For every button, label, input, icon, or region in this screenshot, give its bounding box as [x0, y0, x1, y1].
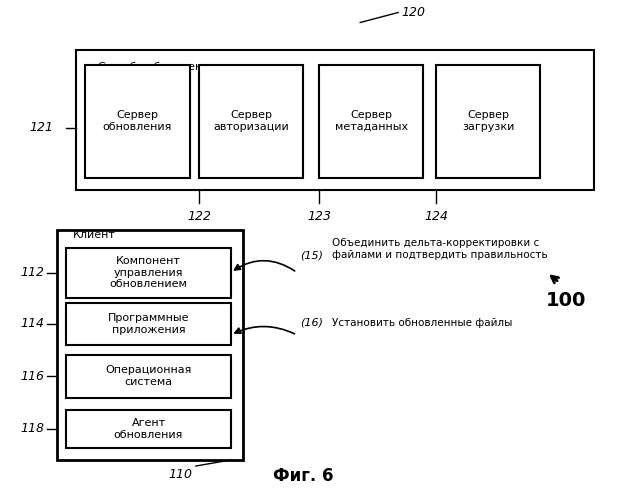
Text: 116: 116: [20, 370, 44, 382]
Text: Объединить дельта-корректировки с
файлами и подтвердить правильность: Объединить дельта-корректировки с файлам…: [332, 238, 547, 260]
Bar: [66, 248, 231, 298]
Text: Служба обновления: Служба обновления: [98, 62, 216, 72]
Text: (16): (16): [300, 318, 323, 328]
Text: Программные
приложения: Программные приложения: [108, 313, 189, 334]
Bar: [66, 410, 231, 448]
Bar: [66, 302, 231, 345]
Bar: [76, 50, 594, 190]
Bar: [436, 65, 540, 178]
Text: 123: 123: [307, 210, 331, 223]
Text: 112: 112: [20, 266, 44, 279]
Text: Сервер
загрузки: Сервер загрузки: [462, 110, 514, 132]
Bar: [57, 230, 243, 460]
Text: 100: 100: [545, 290, 586, 310]
Bar: [319, 65, 423, 178]
Text: Компонент
управления
обновлением: Компонент управления обновлением: [109, 256, 188, 289]
Bar: [199, 65, 303, 178]
Text: Агент
обновления: Агент обновления: [114, 418, 183, 440]
Text: 124: 124: [424, 210, 448, 223]
Text: 114: 114: [20, 317, 44, 330]
Text: 110: 110: [168, 468, 192, 480]
Text: Клиент: Клиент: [73, 230, 116, 240]
Text: (15): (15): [300, 250, 323, 260]
Text: 120: 120: [401, 6, 425, 19]
Text: 122: 122: [187, 210, 211, 223]
Text: 118: 118: [20, 422, 44, 435]
Text: Установить обновленные файлы: Установить обновленные файлы: [332, 318, 512, 328]
Bar: [85, 65, 190, 178]
Bar: [66, 355, 231, 398]
Text: Фиг. 6: Фиг. 6: [273, 467, 334, 485]
Text: Сервер
метаданных: Сервер метаданных: [335, 110, 408, 132]
Text: Сервер
обновления: Сервер обновления: [103, 110, 172, 132]
Text: Операционная
система: Операционная система: [106, 366, 191, 387]
Text: 121: 121: [30, 121, 54, 134]
Text: Сервер
авторизации: Сервер авторизации: [214, 110, 289, 132]
